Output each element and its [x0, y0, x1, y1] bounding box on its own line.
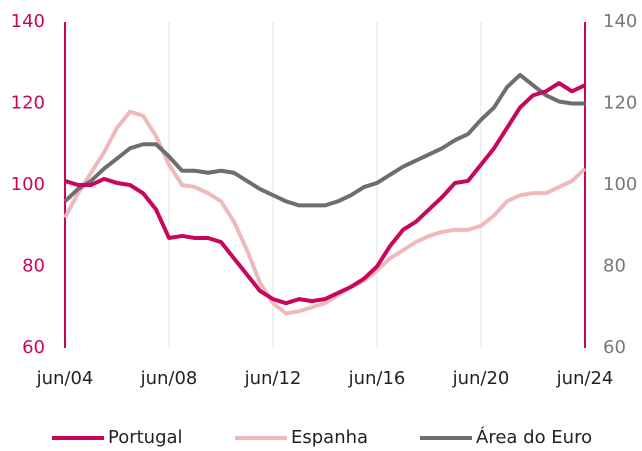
y-tick-label: 120 [11, 93, 45, 114]
series-line [63, 109, 587, 316]
y2-tick-label: 100 [603, 174, 637, 195]
legend-label: Área do Euro [476, 426, 592, 448]
legend-label: Espanha [291, 427, 368, 448]
x-tick-label: jun/12 [244, 368, 302, 389]
y2-tick-label: 120 [603, 93, 637, 114]
legend-label: Portugal [108, 427, 183, 448]
y2-tick-label: 80 [603, 256, 626, 277]
x-tick-label: jun/04 [36, 368, 94, 389]
x-tick-label: jun/20 [452, 368, 510, 389]
y2-tick-label: 60 [603, 337, 626, 358]
y-tick-label: 80 [22, 256, 45, 277]
x-tick-label: jun/24 [556, 368, 614, 389]
y-tick-label: 100 [11, 174, 45, 195]
x-tick-label: jun/08 [140, 368, 198, 389]
y-tick-label: 140 [11, 11, 45, 32]
series-line [63, 72, 585, 208]
y-tick-label: 60 [22, 337, 45, 358]
series-line [64, 81, 586, 306]
x-tick-label: jun/16 [348, 368, 406, 389]
y2-tick-label: 140 [603, 11, 637, 32]
